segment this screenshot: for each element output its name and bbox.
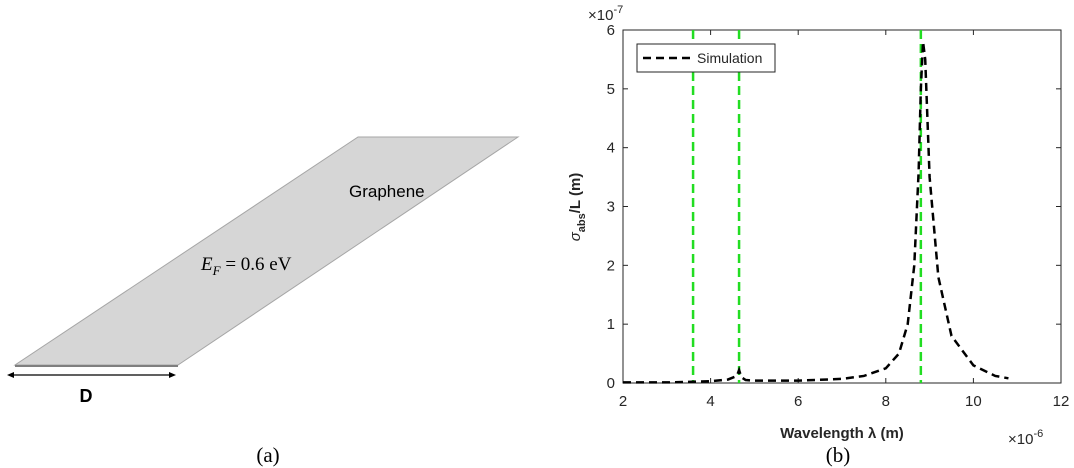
y-multiplier: ×10-7	[588, 4, 623, 24]
fermi-label: EF = 0.6 eV	[200, 254, 292, 278]
caption: (b)	[826, 443, 851, 467]
arrow-head	[7, 372, 14, 378]
x-tick-label: 12	[1053, 393, 1070, 410]
y-label-symbol: σ	[567, 231, 584, 241]
arrow-head	[169, 372, 176, 378]
multiplier-exponent: -6	[1033, 428, 1043, 440]
multiplier-exponent: -7	[613, 4, 623, 16]
fermi-rest: = 0.6 eV	[221, 254, 292, 275]
x-tick-label: 6	[794, 393, 802, 410]
chart: ×10-7 ×10-6 Wavelength λ (m) σabs/L (m) …	[567, 4, 1069, 448]
data-line	[623, 41, 1009, 384]
x-tick-label: 10	[965, 393, 982, 410]
y-tick-label: 2	[607, 257, 615, 274]
material-label: Graphene	[349, 182, 425, 201]
legend-label: Simulation	[697, 50, 762, 66]
y-label-rest: /L (m)	[567, 173, 584, 214]
fermi-symbol: E	[200, 254, 213, 275]
y-tick-label: 6	[607, 22, 615, 39]
x-tick-label: 2	[619, 393, 627, 410]
y-tick-label: 5	[607, 81, 615, 98]
y-tick-label: 3	[607, 199, 615, 216]
y-tick-label: 1	[607, 316, 615, 333]
y-axis-label: σabs/L (m)	[567, 173, 588, 242]
diagram: Graphene EF = 0.6 eV D (a) (b)	[7, 136, 851, 467]
x-multiplier: ×10-6	[1008, 428, 1043, 448]
y-tick-label: 4	[607, 140, 615, 157]
multiplier-base: ×10	[588, 7, 613, 24]
plot-frame	[622, 29, 1062, 384]
x-axis-label: Wavelength λ (m)	[780, 425, 904, 442]
multiplier-base: ×10	[1008, 431, 1033, 448]
fermi-subscript: F	[212, 263, 222, 278]
y-label-subscript: abs	[576, 213, 588, 232]
x-tick-label: 8	[882, 393, 890, 410]
x-tick-label: 4	[706, 393, 714, 410]
y-tick-label: 0	[607, 375, 615, 392]
width-label: D	[80, 386, 93, 406]
caption: (a)	[256, 443, 279, 467]
graphene-sheet	[13, 136, 520, 366]
